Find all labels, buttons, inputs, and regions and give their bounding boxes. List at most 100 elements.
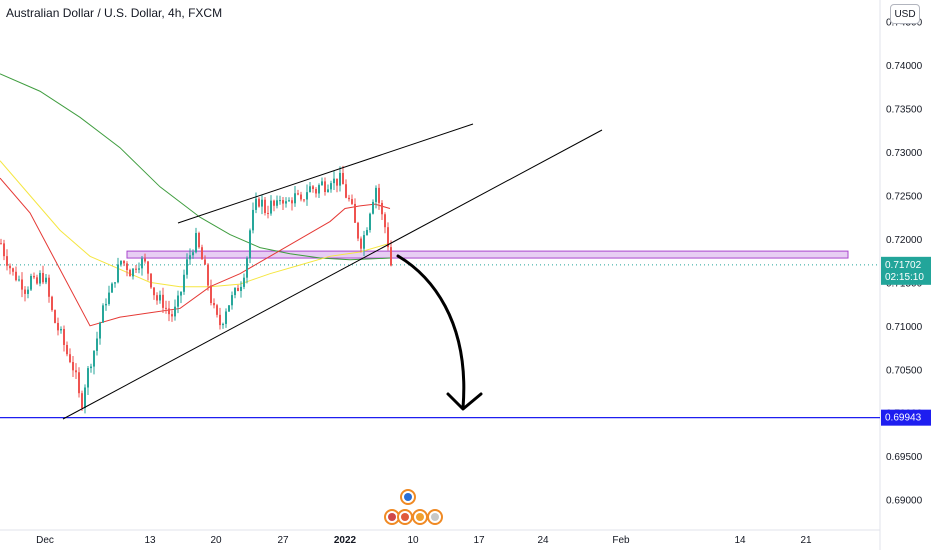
candle-body [282, 200, 284, 204]
resistance-zone[interactable] [126, 250, 849, 259]
candle-body [369, 213, 371, 231]
last-price-badge [881, 256, 931, 285]
candle-body [270, 200, 272, 214]
candle-body [339, 172, 341, 186]
candle-body [159, 294, 161, 301]
candle-body [237, 287, 239, 291]
candle-body [42, 272, 44, 283]
candle-body [120, 260, 122, 265]
candle-body [273, 200, 275, 206]
candle-body [78, 372, 80, 394]
candle-body [303, 199, 305, 201]
x-tick-label: Feb [612, 535, 630, 546]
candle-body [309, 186, 311, 193]
candle-body [213, 303, 215, 306]
candle-body [372, 201, 374, 214]
candle-body [279, 200, 281, 202]
y-tick-label: 0.73500 [886, 105, 923, 116]
candle-body [51, 296, 53, 311]
candle-body [153, 287, 155, 296]
y-tick-label: 0.72500 [886, 191, 923, 202]
event-flag-icon-au-inner [404, 493, 412, 501]
candle-body [102, 305, 104, 323]
lower-trendline[interactable] [62, 129, 603, 420]
candle-body [357, 222, 359, 239]
arrow-head-icon [446, 392, 483, 411]
candle-body [207, 264, 209, 286]
target-price-badge [881, 409, 931, 426]
candle-body [126, 263, 128, 271]
candle-body [240, 286, 242, 291]
candle-body [132, 268, 134, 277]
event-flag-icon-au-2-inner [416, 513, 424, 521]
candle-body [165, 307, 167, 309]
candle-body [348, 197, 350, 200]
candle-body [174, 306, 176, 317]
candle-body [99, 322, 101, 339]
candle-body [186, 259, 188, 275]
x-tick-label: 14 [734, 535, 746, 546]
candle-body [222, 323, 224, 326]
candle-body [243, 277, 245, 287]
candle-body [387, 227, 389, 248]
candle-body [141, 258, 143, 269]
x-tick-label: 27 [277, 535, 289, 546]
candle-body [57, 322, 59, 331]
candle-body [90, 366, 92, 369]
y-tick-label: 0.69000 [886, 496, 923, 507]
y-tick-label: 0.73000 [886, 148, 923, 159]
candle-body [300, 194, 302, 200]
projection-arrow[interactable] [396, 254, 466, 410]
candle-body [117, 264, 119, 283]
candle-body [87, 368, 89, 388]
candle-body [96, 338, 98, 351]
x-tick-label: 13 [144, 535, 156, 546]
x-tick-label: Dec [36, 535, 54, 546]
candle-body [201, 247, 203, 260]
ma-green-line [0, 73, 391, 261]
candle-body [21, 279, 23, 290]
candle-body [63, 328, 65, 345]
candle-body [291, 200, 293, 204]
candle-body [360, 238, 362, 249]
candle-body [45, 277, 47, 283]
candle-body [210, 285, 212, 304]
candle-body [135, 268, 137, 270]
candle-body [123, 260, 125, 264]
candle-body [276, 200, 278, 206]
candle-body [324, 181, 326, 193]
y-tick-label: 0.71000 [886, 322, 923, 333]
candle-body [231, 295, 233, 306]
candle-body [354, 203, 356, 223]
candle-body [60, 328, 62, 331]
candle-body [6, 256, 8, 266]
last-price-badge-text: 02:15:10 [885, 272, 924, 283]
y-tick-label: 0.69500 [886, 452, 923, 463]
candle-body [30, 275, 32, 290]
candle-body [321, 181, 323, 186]
chart-title: Australian Dollar / U.S. Dollar, 4h, FXC… [6, 6, 223, 20]
candle-body [336, 178, 338, 186]
candle-body [84, 387, 86, 409]
candle-body [228, 305, 230, 312]
y-tick-label: 0.74000 [886, 61, 923, 72]
candle-body [93, 350, 95, 367]
currency-button[interactable]: USD [890, 4, 920, 24]
candle-body [366, 230, 368, 236]
candle-body [144, 258, 146, 262]
upper-trendline[interactable] [177, 123, 474, 224]
candle-body [216, 305, 218, 315]
ma-yellow-line [0, 160, 391, 288]
candle-body [312, 186, 314, 189]
candle-body [378, 187, 380, 203]
event-flag-icon-us-2-inner [401, 513, 409, 521]
x-tick-label: 21 [800, 535, 812, 546]
candle-body [24, 289, 26, 294]
candle-body [246, 258, 248, 278]
ma-red-line [0, 177, 391, 327]
candle-body [381, 202, 383, 215]
candle-body [75, 370, 77, 373]
